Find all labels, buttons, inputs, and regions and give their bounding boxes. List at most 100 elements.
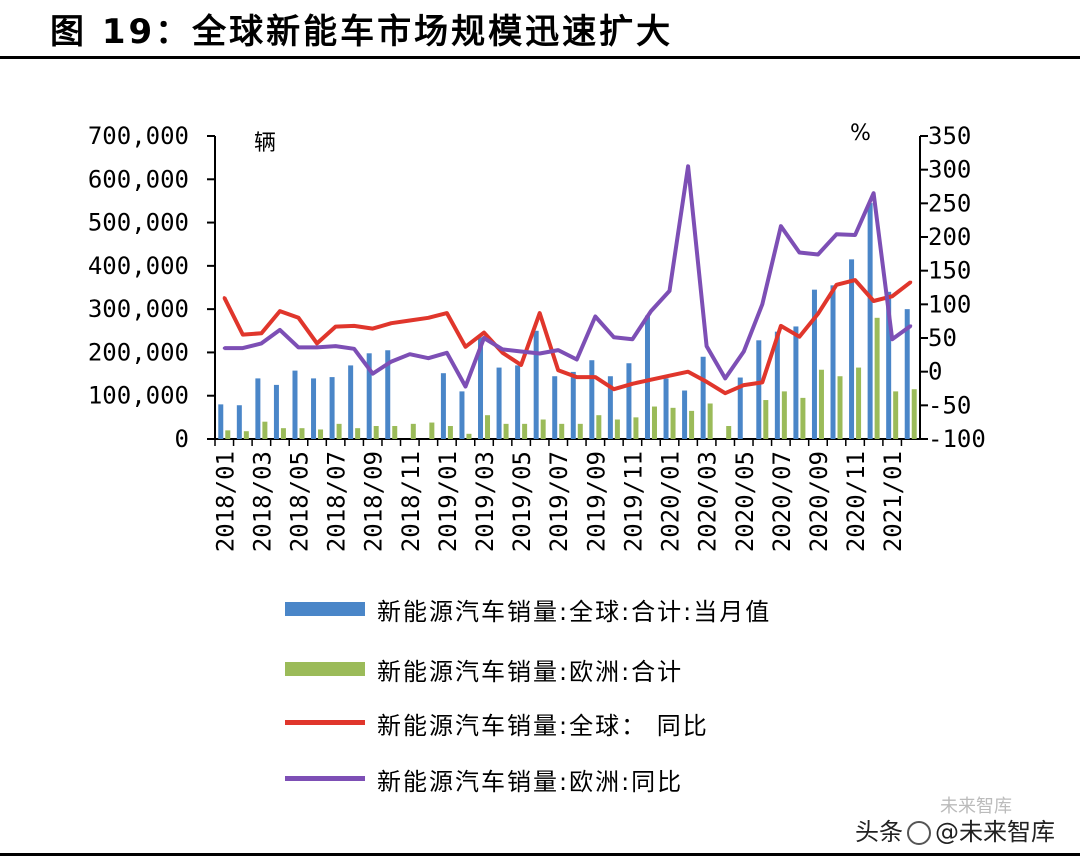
point-global-yoy [501, 351, 505, 355]
bar-global-monthly [830, 285, 836, 439]
bar-europe-total [392, 426, 398, 439]
bar-global-monthly [682, 390, 688, 439]
left-axis-tick-label: 300,000 [88, 295, 189, 323]
point-global-yoy [426, 316, 430, 320]
point-global-yoy [296, 316, 300, 320]
point-global-yoy [909, 280, 913, 284]
point-global-yoy [853, 278, 857, 282]
point-europe-yoy [797, 250, 801, 254]
point-europe-yoy [742, 349, 746, 353]
point-europe-yoy [296, 345, 300, 349]
point-europe-yoy [352, 347, 356, 351]
x-axis-tick-label: 2020/07 [768, 451, 796, 552]
point-global-yoy [445, 311, 449, 315]
bar-europe-total [540, 419, 546, 439]
bar-europe-total [893, 391, 899, 439]
point-europe-yoy [259, 341, 263, 345]
point-global-yoy [315, 341, 319, 345]
point-europe-yoy [334, 344, 338, 348]
point-europe-yoy [668, 289, 672, 293]
bar-europe-total [707, 403, 713, 439]
bar-europe-total [355, 428, 361, 439]
bar-europe-total [243, 431, 249, 439]
bar-global-monthly [570, 371, 576, 439]
point-global-yoy [835, 283, 839, 287]
legend-swatch-global-yoy [285, 720, 365, 725]
point-europe-yoy [686, 164, 690, 168]
point-global-yoy [371, 327, 375, 331]
bar-europe-total [577, 423, 583, 439]
legend-item-europe-bar: 新能源汽车销量:欧洲:合计 [280, 648, 880, 688]
point-global-yoy [519, 363, 523, 367]
point-europe-yoy [426, 356, 430, 360]
bar-global-monthly [385, 350, 391, 439]
bar-europe-total [447, 426, 453, 439]
left-axis-tick-label: 100,000 [88, 382, 189, 410]
x-axis-tick-label: 2018/07 [323, 451, 351, 552]
bar-global-monthly [774, 331, 780, 439]
x-axis-tick-label: 2019/05 [508, 451, 536, 552]
bar-global-monthly [348, 365, 354, 439]
point-global-yoy [872, 299, 876, 303]
point-europe-yoy [315, 345, 319, 349]
point-europe-yoy [371, 372, 375, 376]
point-global-yoy [463, 345, 467, 349]
point-global-yoy [593, 375, 597, 379]
bar-europe-total [818, 369, 824, 439]
x-axis-tick-label: 2020/05 [731, 451, 759, 552]
bar-europe-total [781, 391, 787, 439]
bar-europe-total [614, 419, 620, 439]
bar-global-monthly [478, 337, 484, 439]
bar-europe-total [837, 376, 843, 439]
bar-global-monthly [886, 291, 892, 439]
point-global-yoy [686, 370, 690, 374]
point-europe-yoy [501, 347, 505, 351]
left-axis-tick-label: 400,000 [88, 252, 189, 280]
point-europe-yoy [779, 224, 783, 228]
point-europe-yoy [890, 337, 894, 341]
bar-global-monthly [459, 391, 465, 439]
bar-global-monthly [811, 289, 817, 439]
bar-global-monthly [496, 367, 502, 439]
bar-europe-total [559, 423, 565, 439]
point-europe-yoy [705, 344, 709, 348]
x-axis-tick-label: 2019/01 [434, 451, 462, 552]
point-europe-yoy [816, 253, 820, 257]
bar-europe-total [318, 429, 324, 439]
point-global-yoy [334, 325, 338, 329]
legend-item-global-bar: 新能源汽车销量:全球:合计:当月值 [280, 588, 880, 628]
bar-europe-total [522, 423, 528, 439]
x-axis-tick-label: 2019/03 [471, 451, 499, 552]
bar-global-monthly [756, 340, 762, 439]
bar-europe-total [911, 389, 917, 439]
bar-europe-total [800, 397, 806, 439]
bar-europe-total [874, 317, 880, 439]
x-axis-tick-label: 2018/01 [211, 451, 239, 552]
bar-global-monthly [292, 370, 298, 439]
legend-swatch-europe-yoy [285, 776, 365, 781]
x-axis-tick-label: 2020/11 [842, 451, 870, 552]
figure-title: 图 19：全球新能车市场规模迅速扩大 [50, 12, 674, 52]
x-axis-tick-label: 2020/01 [657, 451, 685, 552]
left-axis-tick-label: 700,000 [88, 122, 189, 150]
bar-europe-total [763, 400, 769, 439]
point-global-yoy [241, 333, 245, 337]
point-europe-yoy [760, 302, 764, 306]
bar-europe-total [596, 415, 602, 439]
point-europe-yoy [241, 346, 245, 350]
right-axis-tick-label: 350 [928, 122, 971, 150]
right-axis-tick-label: 100 [928, 290, 971, 318]
x-axis-tick-label: 2020/09 [805, 451, 833, 552]
x-axis-tick-label: 2018/05 [285, 451, 313, 552]
point-europe-yoy [612, 335, 616, 339]
point-global-yoy [612, 387, 616, 391]
bar-global-monthly [793, 326, 799, 439]
chart-lines [222, 164, 913, 396]
point-global-yoy [259, 331, 263, 335]
point-global-yoy [779, 324, 783, 328]
bar-global-monthly [533, 330, 539, 439]
right-axis-tick-label: -100 [928, 425, 986, 453]
bar-global-monthly [663, 378, 669, 439]
left-axis-tick-label: 600,000 [88, 165, 189, 193]
point-europe-yoy [853, 233, 857, 237]
